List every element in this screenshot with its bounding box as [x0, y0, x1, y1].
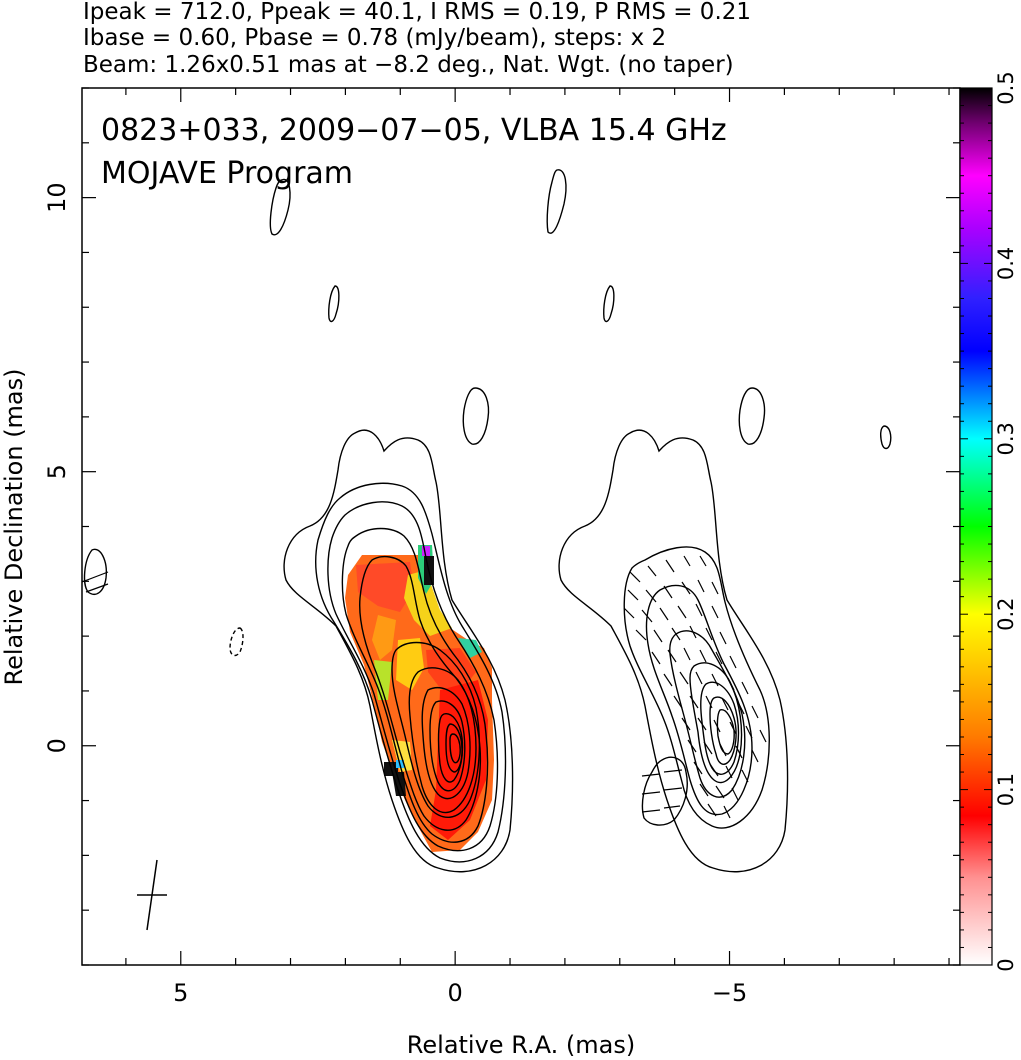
x-axis-label: Relative R.A. (mas) — [407, 1031, 635, 1059]
colorbar-tick-label: 0 — [994, 958, 1018, 971]
source-annotation-line-1: 0823+033, 2009−07−05, VLBA 15.4 GHz — [101, 113, 727, 148]
y-axis: 10 5 0 — [43, 87, 960, 966]
colorbar — [959, 87, 993, 966]
noise-contours — [82, 169, 892, 657]
y-tick-label: 0 — [43, 738, 71, 753]
source-annotation-line-2: MOJAVE Program — [101, 156, 353, 191]
plot-frame — [81, 87, 961, 966]
colorbar-tick-label: 0.1 — [994, 773, 1018, 806]
stokes-i-contours-left — [283, 429, 514, 873]
y-tick-label: 10 — [43, 182, 71, 213]
x-tick-label: 5 — [173, 979, 188, 1007]
header-line-3: Beam: 1.26x0.51 mas at −8.2 deg., Nat. W… — [83, 52, 734, 78]
x-tick-label: −5 — [712, 979, 747, 1007]
colorbar-tick-label: 0.2 — [994, 597, 1018, 630]
stokes-i-contours-right — [558, 429, 789, 873]
header-line-1: Ipeak = 712.0, Ppeak = 40.1, I RMS = 0.1… — [83, 0, 751, 25]
evpa-vectors — [623, 555, 767, 819]
y-axis-label: Relative Declination (mas) — [0, 368, 28, 685]
x-tick-label: 0 — [448, 979, 463, 1007]
x-axis: 5 0 −5 — [125, 88, 950, 1007]
colorbar-ticks: 0 0.1 0.2 0.3 0.4 0.5 — [960, 71, 1018, 972]
header-line-2: Ibase = 0.60, Pbase = 0.78 (mJy/beam), s… — [83, 25, 666, 51]
colorbar-tick-label: 0.5 — [994, 71, 1018, 104]
colorbar-tick-label: 0.3 — [994, 422, 1018, 455]
y-tick-label: 5 — [43, 464, 71, 479]
beam-indicator — [137, 859, 167, 931]
colorbar-tick-label: 0.4 — [994, 247, 1018, 280]
